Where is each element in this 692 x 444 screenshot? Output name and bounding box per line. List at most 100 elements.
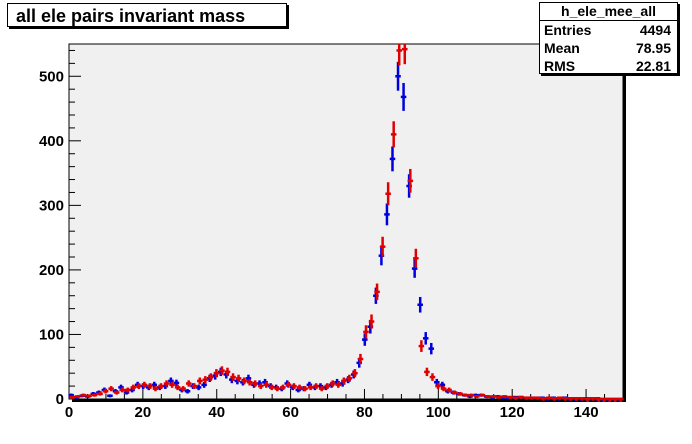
y-tick-label: 100 (39, 326, 64, 343)
data-point-red (501, 395, 508, 399)
data-point-red (590, 397, 596, 401)
data-point-red (263, 381, 270, 388)
data-point-red (197, 377, 203, 385)
plot-frame (68, 43, 624, 400)
y-tick-label: 400 (39, 133, 64, 150)
data-point-red (296, 384, 303, 391)
data-point-red (86, 394, 92, 398)
data-point-red (601, 397, 607, 402)
data-point-red (451, 390, 458, 395)
data-point-red (546, 396, 552, 400)
data-point-red (202, 376, 209, 384)
data-point-red (152, 386, 159, 392)
data-point-blue (384, 203, 390, 226)
data-point-red (507, 395, 513, 399)
data-point-red (385, 182, 391, 206)
data-point-red (557, 396, 563, 400)
data-point-red (534, 396, 541, 400)
data-point-red (219, 366, 225, 375)
data-point-red (346, 374, 353, 382)
stats-entries-label: Entries (544, 22, 592, 38)
data-point-red (119, 387, 125, 393)
stats-histogram-name: h_ele_mee_all (540, 3, 677, 21)
data-point-red (485, 395, 491, 399)
data-point-red (407, 168, 414, 193)
data-point-red (341, 377, 347, 385)
data-point-red (335, 381, 342, 388)
data-point-red (357, 353, 364, 365)
x-tick-label: 60 (282, 404, 299, 421)
stats-box: h_ele_mee_all Entries 4494 Mean 78.95 RM… (539, 2, 678, 74)
data-point-red (213, 369, 220, 378)
data-point-red (174, 384, 181, 391)
data-point-red (224, 367, 231, 377)
data-point-red (235, 374, 242, 382)
data-point-red (562, 397, 569, 401)
data-point-red (324, 383, 330, 389)
data-point-blue (195, 384, 202, 391)
data-point-red (413, 248, 419, 268)
stats-rms-value: 22.81 (635, 58, 671, 74)
data-point-red (291, 383, 297, 389)
data-point-red (208, 373, 214, 381)
data-point-red (169, 381, 175, 388)
data-point-red (606, 397, 613, 402)
y-tick-label: 500 (39, 68, 64, 85)
stats-entries-value: 4494 (639, 22, 671, 38)
data-point-red (75, 395, 81, 399)
data-point-blue (400, 82, 407, 111)
y-tick-label: 300 (39, 197, 64, 214)
data-point-red (230, 373, 236, 381)
data-point-red (269, 384, 275, 391)
data-point-red (479, 393, 486, 397)
data-point-red (274, 386, 281, 392)
data-point-red (141, 381, 148, 388)
data-point-blue (422, 332, 429, 345)
data-point-red (313, 383, 319, 389)
data-point-red (440, 386, 447, 392)
data-point-red (130, 384, 137, 391)
data-point-red (285, 381, 292, 388)
data-point-red (435, 383, 441, 389)
y-tick-label: 200 (39, 262, 64, 279)
data-point-red (158, 383, 164, 389)
data-point-red (496, 395, 502, 399)
data-point-red (612, 397, 619, 402)
data-point-red (257, 383, 264, 389)
data-point-red (429, 373, 436, 381)
stats-mean-value: 78.95 (635, 40, 671, 56)
data-point-red (595, 397, 602, 402)
x-tick-label: 140 (574, 404, 599, 421)
x-tick-label: 20 (135, 404, 152, 421)
data-point-red (512, 396, 519, 400)
data-point-red (125, 387, 131, 393)
data-point-red (396, 44, 402, 66)
data-point-red (252, 380, 258, 387)
data-point-red (523, 396, 530, 400)
data-point-red (69, 395, 76, 399)
stats-mean-label: Mean (544, 40, 580, 56)
data-point-red (191, 383, 198, 389)
data-point-red (540, 397, 547, 401)
data-point-blue (184, 389, 191, 394)
data-point-red (280, 384, 286, 391)
data-point-red (80, 393, 87, 397)
data-point-red (379, 236, 386, 257)
stats-row-rms: RMS 22.81 (540, 57, 677, 75)
data-point-red (307, 384, 314, 391)
data-point-red (108, 386, 114, 392)
data-point-red (529, 396, 535, 400)
data-point-red (97, 392, 103, 396)
data-point-red (318, 386, 325, 392)
x-tick-label: 120 (500, 404, 525, 421)
data-point-red (136, 383, 142, 389)
x-tick-label: 100 (426, 404, 451, 421)
data-point-blue (417, 296, 423, 313)
data-point-red (180, 386, 186, 392)
data-point-red (91, 393, 98, 397)
x-tick-label: 40 (208, 404, 225, 421)
data-point-red (568, 397, 574, 401)
data-point-red (518, 395, 524, 399)
